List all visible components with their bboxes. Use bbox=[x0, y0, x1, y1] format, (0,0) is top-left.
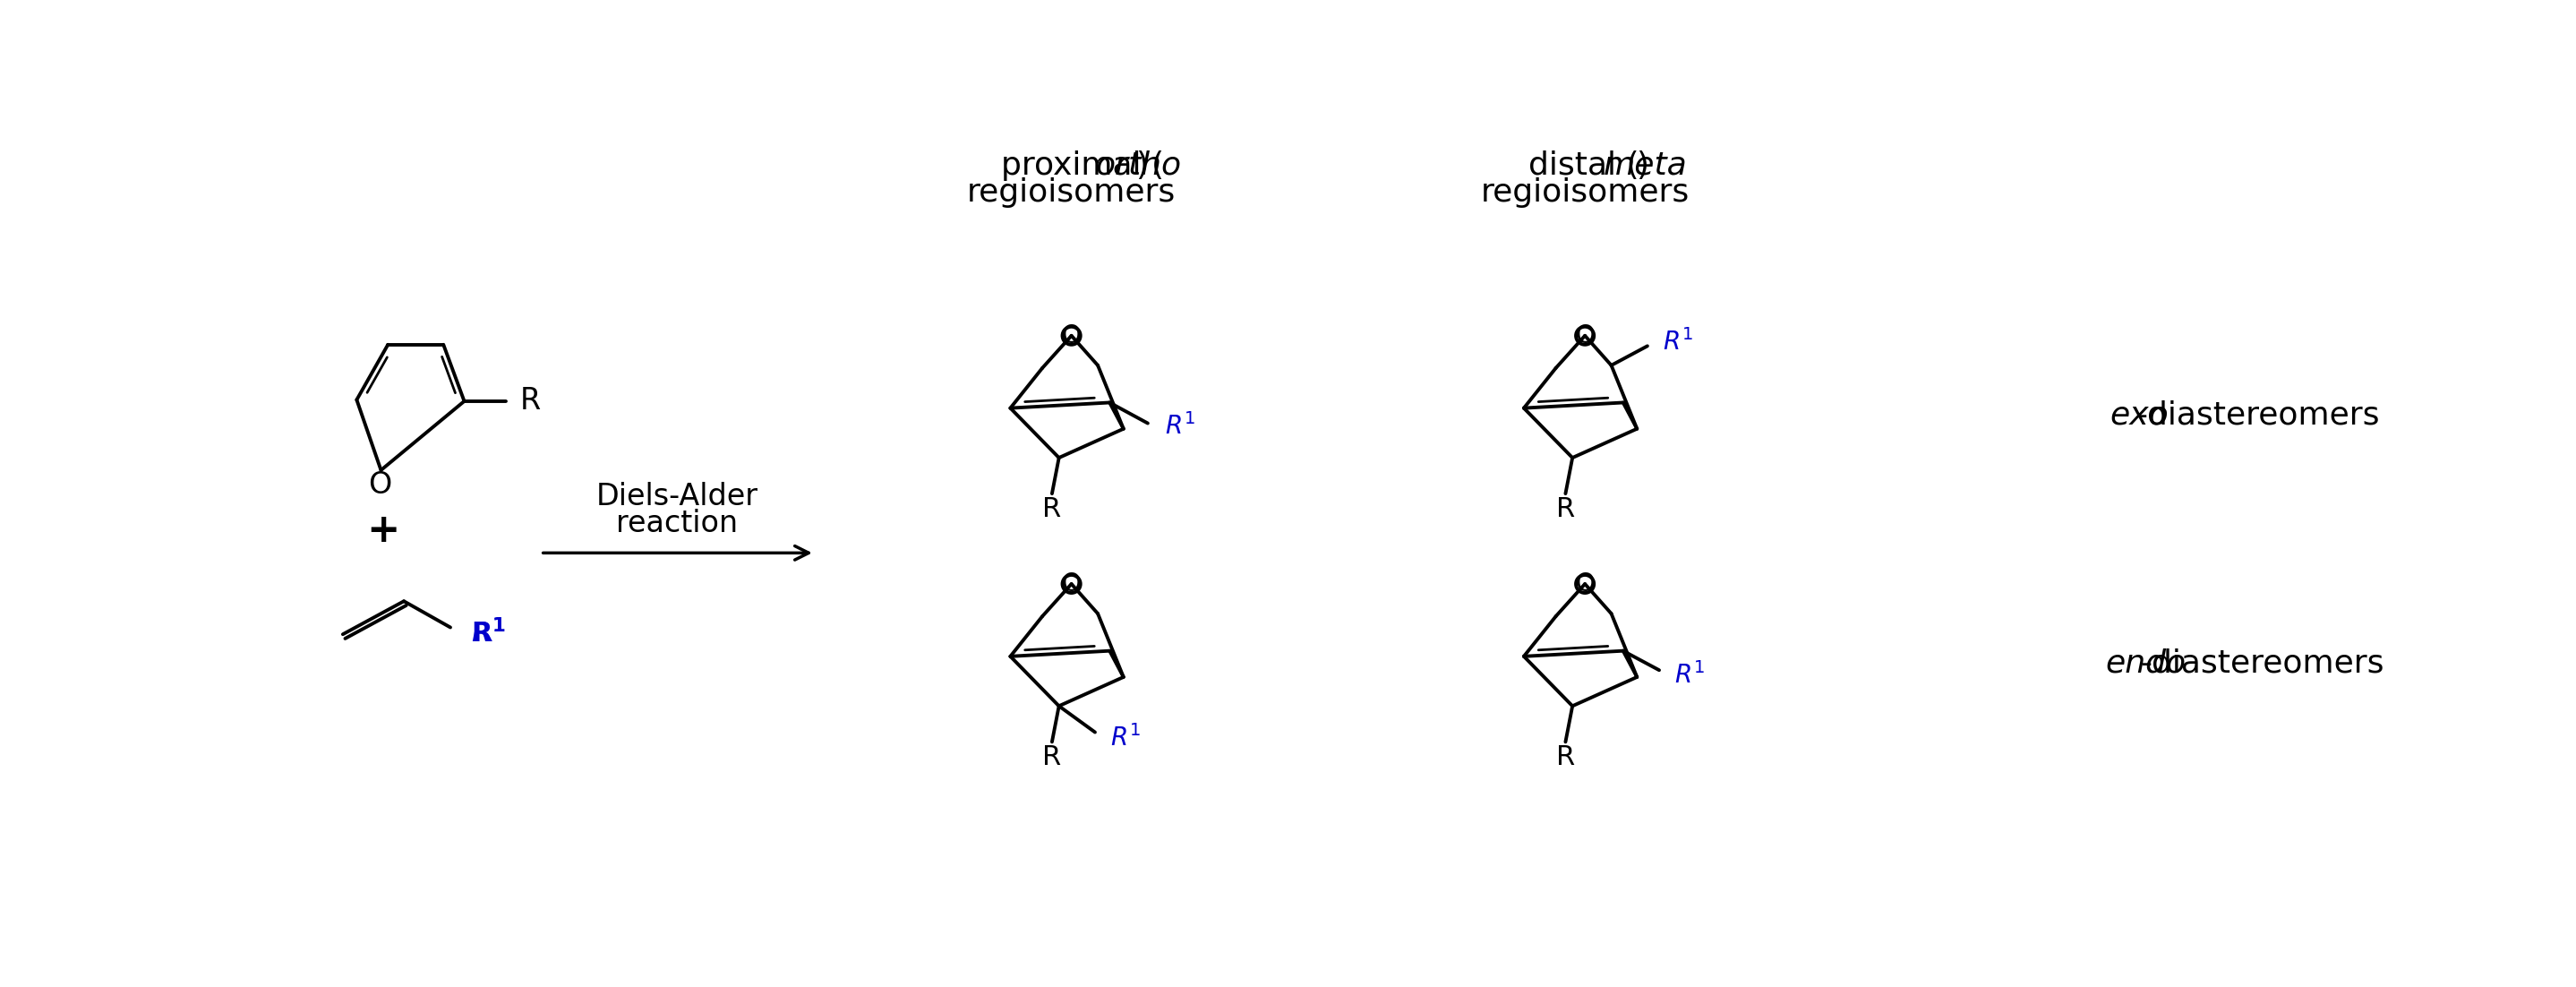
Text: -diastereomers: -diastereomers bbox=[2141, 648, 2385, 678]
Text: R: R bbox=[1043, 495, 1061, 522]
Text: endo: endo bbox=[2105, 648, 2187, 678]
Text: ): ) bbox=[1636, 150, 1649, 181]
Text: O: O bbox=[368, 471, 392, 500]
Text: regioisomers: regioisomers bbox=[1481, 178, 1690, 208]
Text: ): ) bbox=[1136, 150, 1149, 181]
Text: $R^1$: $R^1$ bbox=[1164, 414, 1195, 440]
Text: distal (: distal ( bbox=[1528, 150, 1638, 181]
Text: $\mathbf{R^1}$: $\mathbf{R^1}$ bbox=[471, 619, 507, 647]
Text: R: R bbox=[1043, 744, 1061, 770]
Text: $R^1$: $R^1$ bbox=[471, 619, 505, 647]
Text: R: R bbox=[1556, 744, 1574, 770]
Text: $R^1$: $R^1$ bbox=[1110, 724, 1141, 751]
Text: reaction: reaction bbox=[616, 509, 739, 539]
Text: exo: exo bbox=[2110, 400, 2169, 430]
Text: -diastereomers: -diastereomers bbox=[2136, 400, 2380, 430]
Text: R: R bbox=[520, 387, 541, 416]
Text: meta: meta bbox=[1602, 150, 1687, 181]
Text: $R^1$: $R^1$ bbox=[1674, 662, 1705, 689]
Text: $R^1$: $R^1$ bbox=[1662, 330, 1692, 356]
Text: O: O bbox=[1061, 571, 1082, 596]
Text: O: O bbox=[1061, 323, 1082, 348]
Text: proximal (: proximal ( bbox=[1002, 150, 1164, 181]
Text: ortho: ortho bbox=[1095, 150, 1182, 181]
Text: regioisomers: regioisomers bbox=[966, 178, 1175, 208]
Text: R: R bbox=[1556, 495, 1574, 522]
Text: +: + bbox=[366, 511, 399, 550]
Text: O: O bbox=[1574, 571, 1595, 596]
Text: O: O bbox=[1574, 323, 1595, 348]
Text: Diels-Alder: Diels-Alder bbox=[595, 482, 757, 511]
